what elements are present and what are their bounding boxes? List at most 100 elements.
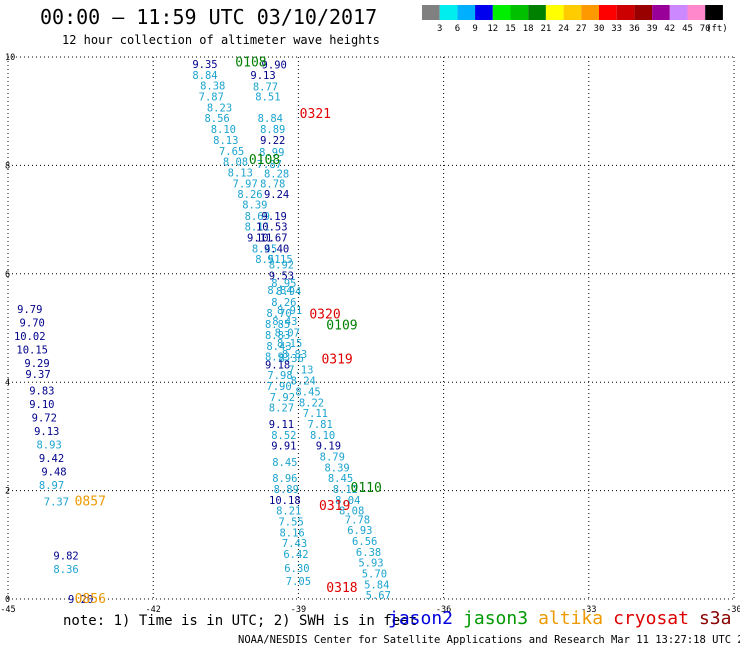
- wave-height-label: 9.11: [247, 232, 272, 244]
- legend-item-jason2: jason2: [388, 608, 454, 629]
- wave-height-label: 8.12: [333, 484, 358, 496]
- wave-height-label: 9.11: [269, 419, 294, 431]
- wave-height-label: 8.08: [339, 506, 364, 518]
- pass-time-label: 0109: [326, 318, 357, 333]
- wave-height-label: 8.45: [328, 473, 353, 485]
- wave-height-label: 8.10: [211, 124, 236, 136]
- color-swatch: [528, 5, 546, 20]
- color-scale-tick: 12: [487, 24, 498, 34]
- wave-height-label: 9.83: [29, 385, 54, 397]
- color-swatch: [492, 5, 511, 20]
- wave-height-label: 8.26: [237, 189, 262, 201]
- color-scale-tick: 27: [576, 24, 587, 34]
- color-scale-tick: 70: [700, 24, 711, 34]
- wave-height-label: 9.72: [32, 412, 57, 424]
- pass-time-label: 0320: [309, 307, 340, 322]
- pass-time-label: 0318: [326, 581, 357, 596]
- wave-height-label: 9.13: [34, 426, 59, 438]
- color-scale-tick: 45: [682, 24, 693, 34]
- wave-height-label: 9.20: [68, 594, 93, 606]
- color-scale-tick: 15: [505, 24, 516, 34]
- wave-height-label: 8.93: [36, 440, 61, 452]
- wave-height-label: 9.90: [262, 60, 287, 72]
- wave-height-label: 7.13: [288, 365, 313, 377]
- wave-height-label: 7.05: [286, 576, 311, 588]
- wave-height-label: 8.79: [320, 451, 345, 463]
- color-swatch: [581, 5, 599, 20]
- x-tick-label: -45: [0, 605, 15, 615]
- satellite-legend: jason2 jason3 altika cryosat s3a: [388, 608, 740, 629]
- wave-height-label: 9.70: [20, 318, 45, 330]
- wave-height-label: 9.42: [39, 453, 64, 465]
- color-scale-tick: 6: [455, 24, 460, 34]
- wave-height-label: 7.43: [282, 538, 307, 550]
- color-scale-tick: 9: [472, 24, 477, 34]
- wave-height-label: 8.21: [276, 506, 301, 518]
- wave-height-label: 8.13: [228, 167, 253, 179]
- y-tick-label: 0: [5, 595, 10, 605]
- pass-time-label: 0321: [300, 107, 331, 122]
- color-scale-tick: 30: [594, 24, 605, 34]
- pass-time-label: 0108: [235, 55, 266, 70]
- wave-height-label: 7.81: [308, 419, 333, 431]
- wave-height-label: 8.22: [299, 397, 324, 409]
- wave-height-label: 8.95: [271, 278, 296, 290]
- wave-height-label: 8.83: [282, 349, 307, 361]
- color-scale-tick: 39: [647, 24, 658, 34]
- legend-item-s3a: s3a: [698, 608, 732, 629]
- wave-height-label: 9.19: [316, 441, 341, 453]
- wave-height-label: 8.16: [279, 527, 304, 539]
- color-swatch: [545, 5, 564, 20]
- wave-height-label: 8.94: [276, 286, 301, 298]
- legend-item-cryosat: cryosat: [613, 608, 689, 629]
- wave-height-label: 9.53: [269, 270, 294, 282]
- wave-height-label: 7.92: [270, 392, 295, 404]
- y-tick-label: 2: [5, 487, 10, 497]
- color-scale-tick: 36: [629, 24, 640, 34]
- wave-height-label: 8.13: [213, 135, 238, 147]
- color-swatch: [457, 5, 476, 20]
- wave-height-label: 9.91: [271, 441, 296, 453]
- wave-height-label: 6.42: [283, 549, 308, 561]
- wave-height-label: 8.70: [266, 308, 291, 320]
- wave-height-label: 9.40: [264, 243, 289, 255]
- x-tick-label: -42: [146, 605, 161, 615]
- x-tick-label: -30: [726, 605, 740, 615]
- color-scale-tick: 33: [611, 24, 622, 34]
- wave-height-label: 8.84: [258, 113, 283, 125]
- color-scale-bar: 3 6 9 12 15 18 21 24 27 30 33 36 39 42 45 70(ft): [422, 5, 728, 34]
- wave-height-label: 8.56: [204, 113, 229, 125]
- pass-time-label: 0319: [319, 499, 350, 514]
- wave-height-label: 7.87: [199, 92, 224, 104]
- wave-height-label: 9.82: [53, 551, 78, 563]
- wave-height-label: 10.02: [14, 331, 46, 343]
- page-title: 00:00 – 11:59 UTC 03/10/2017: [40, 5, 378, 29]
- wave-height-label: 8.11: [245, 222, 270, 234]
- pass-time-label: 0319: [321, 352, 352, 367]
- wave-height-label: 8.99: [259, 147, 284, 159]
- wave-height-label: 9.18: [265, 359, 290, 371]
- color-scale-tick: 18: [523, 24, 534, 34]
- footnote: note: 1) Time is in UTC; 2) SWH is in fe…: [63, 613, 418, 629]
- wave-height-label: 9.15: [267, 254, 292, 266]
- color-swatch: [599, 5, 617, 20]
- color-scale-unit: (ft): [706, 24, 728, 34]
- wave-height-label: 8.84: [267, 285, 292, 297]
- y-tick-label: 4: [5, 378, 10, 388]
- color-scale-tick: 3: [437, 24, 442, 34]
- wave-height-label: 8.24: [291, 376, 316, 388]
- wave-height-label: 8.39: [242, 199, 267, 211]
- wave-height-label: 9.24: [264, 189, 289, 201]
- wave-height-label: 8.38: [200, 81, 225, 93]
- wave-height-label: 9.29: [24, 358, 49, 370]
- wave-height-label: 8.84: [192, 70, 217, 82]
- wave-height-label: 7.65: [219, 146, 244, 158]
- wave-height-label: 5.67: [366, 590, 391, 602]
- wave-height-label: 7.37: [44, 496, 69, 508]
- color-swatch: [705, 5, 723, 20]
- x-tick-label: -39: [291, 605, 306, 615]
- wave-height-label: 9.22: [260, 135, 285, 147]
- color-swatch: [616, 5, 635, 20]
- wave-height-label: 6.38: [356, 547, 381, 559]
